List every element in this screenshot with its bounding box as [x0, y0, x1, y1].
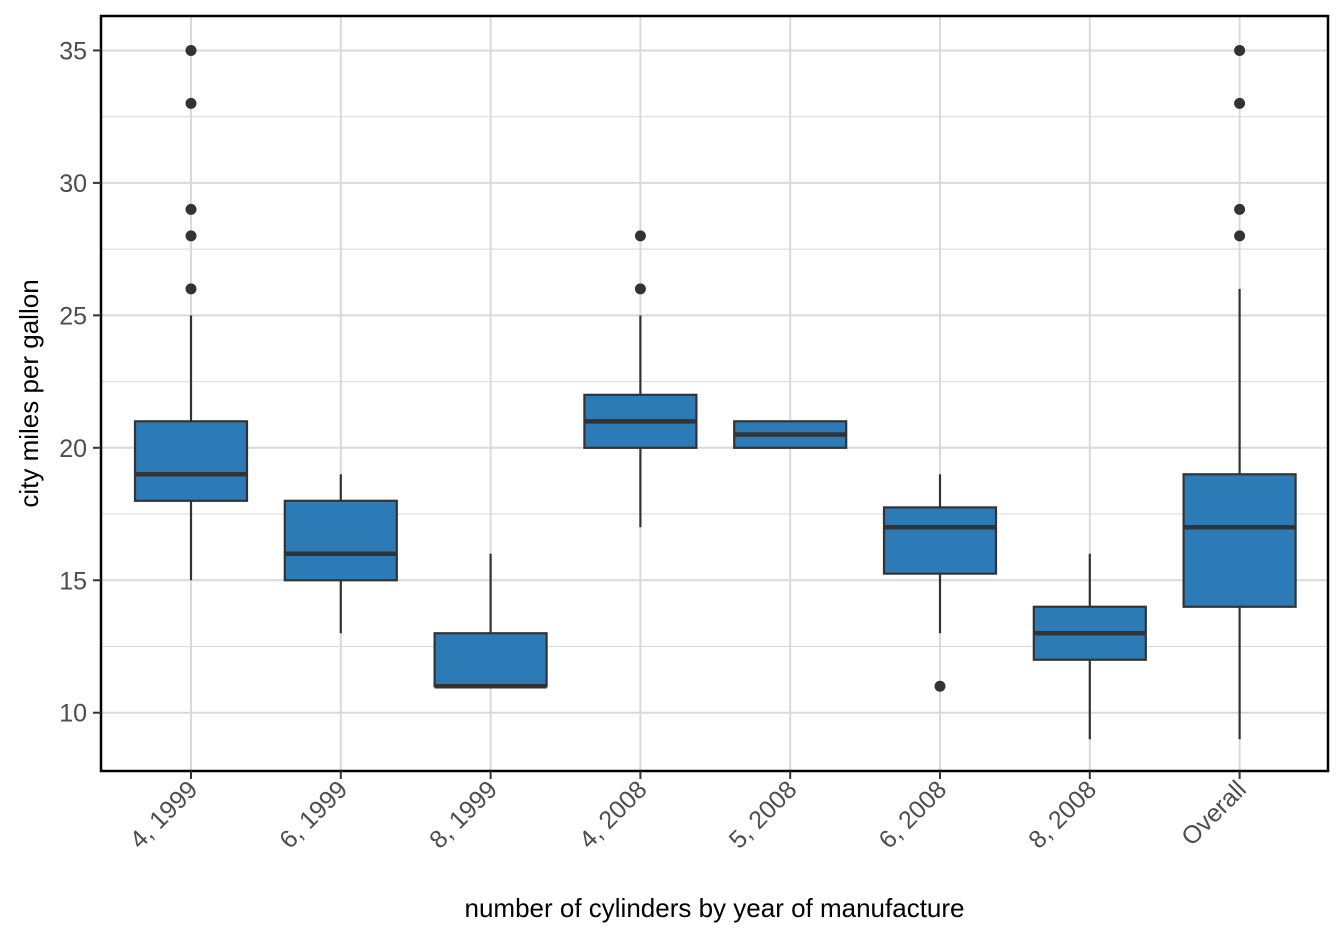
y-tick-label: 25	[59, 302, 87, 330]
box-group	[733, 420, 848, 449]
outlier-point	[634, 230, 646, 242]
box-group	[283, 474, 398, 634]
y-axis-title: city miles per gallon	[14, 279, 44, 507]
x-tick-label: 6, 2008	[873, 775, 952, 854]
box-iqr	[133, 420, 249, 502]
outlier-point	[934, 680, 946, 692]
box-iqr	[1182, 473, 1297, 608]
y-tick-label: 15	[59, 567, 87, 595]
plot-panel-border	[99, 14, 1330, 773]
x-tick-label: 5, 2008	[724, 775, 803, 854]
y-tick-label: 35	[59, 37, 87, 65]
y-tick-label: 20	[59, 435, 87, 463]
outlier-point	[185, 97, 197, 109]
box-group	[1182, 44, 1297, 740]
outlier-point	[1234, 44, 1246, 56]
outlier-point	[1234, 230, 1246, 242]
x-tick-label: 8, 2008	[1023, 775, 1102, 854]
outlier-point	[1234, 97, 1246, 109]
outlier-point	[185, 44, 197, 56]
y-tick-label: 10	[59, 700, 87, 728]
box-iqr	[283, 499, 398, 582]
box-iqr	[433, 632, 548, 688]
outlier-point	[1234, 203, 1246, 215]
y-tick-label: 30	[59, 170, 87, 198]
box-iqr	[882, 506, 998, 575]
box-group	[433, 553, 548, 689]
box-group	[882, 474, 998, 692]
outlier-point	[185, 203, 197, 215]
outlier-point	[185, 230, 197, 242]
x-axis-title: number of cylinders by year of manufactu…	[464, 893, 964, 923]
boxes	[133, 44, 1297, 740]
x-tick-label: 6, 1999	[274, 775, 353, 854]
x-tick-label: 4, 2008	[574, 775, 653, 854]
x-tick-label: 8, 1999	[424, 775, 503, 854]
box-group	[133, 44, 249, 581]
box-group	[583, 230, 698, 528]
box-group	[1032, 553, 1147, 740]
x-tick-label: Overall	[1176, 775, 1252, 851]
x-tick-label: 4, 1999	[124, 775, 203, 854]
outlier-point	[634, 283, 646, 295]
outlier-point	[185, 283, 197, 295]
